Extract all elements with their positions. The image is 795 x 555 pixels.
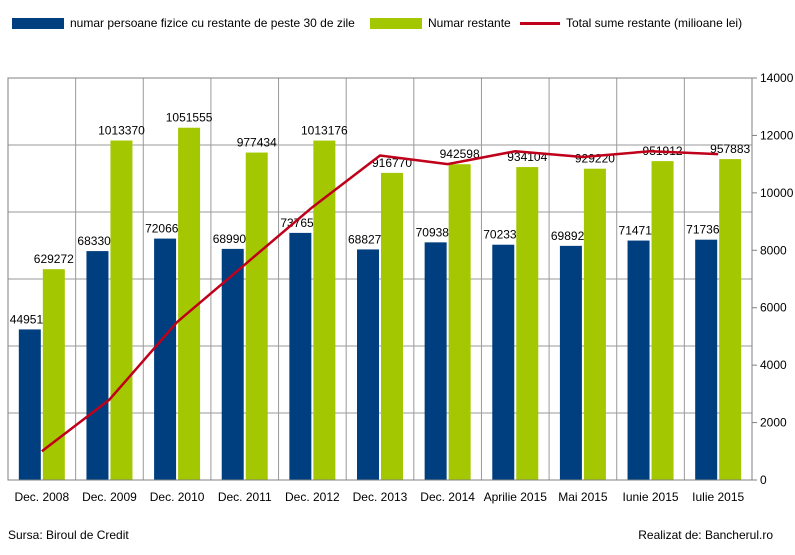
x-axis-label: Iunie 2015 <box>623 490 679 504</box>
data-label-restante: 1051555 <box>166 111 213 125</box>
legend-swatch-sume <box>520 21 560 25</box>
data-label-restante: 942598 <box>440 147 480 161</box>
x-axis-label: Aprilie 2015 <box>484 490 548 504</box>
bar-restante <box>110 140 133 480</box>
bar-restante <box>651 161 674 480</box>
right-axis-label: 14000 <box>760 71 794 85</box>
bar-restante <box>178 127 201 481</box>
bar-persoane <box>86 251 109 480</box>
legend-label-persoane: numar persoane fizice cu restante de pes… <box>70 16 355 30</box>
bar-persoane <box>627 240 650 480</box>
right-axis-label: 4000 <box>760 358 787 372</box>
bar-restante <box>381 172 403 480</box>
data-label-persoane: 689906 <box>213 232 253 246</box>
legend-swatch-persoane <box>12 17 64 29</box>
x-axis-label: Mai 2015 <box>558 490 608 504</box>
bar-persoane <box>357 249 379 480</box>
bar-restante <box>42 269 65 480</box>
line-sume <box>41 149 719 453</box>
author-note: Realizat de: Bancherul.ro <box>638 528 773 542</box>
data-label-persoane: 702339 <box>483 228 523 242</box>
chart-legend: numar persoane fizice cu restante de pes… <box>0 12 795 36</box>
bar-persoane <box>289 232 312 480</box>
data-label-restante: 957883 <box>710 142 750 156</box>
data-label-persoane: 698925 <box>551 229 591 243</box>
x-axis-label: Iulie 2015 <box>692 490 744 504</box>
data-label-persoane: 714716 <box>619 224 659 238</box>
bar-persoane <box>559 245 582 480</box>
x-axis-label: Dec. 2009 <box>82 490 137 504</box>
right-axis-label: 6000 <box>760 301 787 315</box>
right-axis-label: 2000 <box>760 416 787 430</box>
legend-item-sume: Total sume restante (milioane lei) <box>520 12 742 34</box>
bar-restante <box>516 167 539 480</box>
bar-persoane <box>154 238 177 480</box>
bar-restante <box>719 159 742 480</box>
x-axis-label: Dec. 2008 <box>14 490 69 504</box>
data-label-persoane: 688274 <box>348 232 388 246</box>
bar-restante <box>448 164 471 480</box>
bar-persoane <box>424 242 447 480</box>
bar-restante <box>245 152 268 480</box>
data-label-persoane: 449510 <box>10 312 50 326</box>
right-axis-label: 10000 <box>760 186 794 200</box>
legend-item-restante: Numar restante <box>370 12 511 34</box>
data-label-persoane: 717366 <box>686 223 726 237</box>
data-label-restante: 1013176 <box>301 124 348 138</box>
legend-label-sume: Total sume restante (milioane lei) <box>566 16 743 30</box>
bar-persoane <box>492 244 515 480</box>
data-label-persoane: 720661 <box>145 222 185 236</box>
bar-persoane <box>221 248 244 480</box>
x-axis-label: Dec. 2011 <box>218 490 272 504</box>
bar-persoane <box>18 329 41 480</box>
bar-restante <box>583 168 606 480</box>
bar-restante <box>313 140 336 480</box>
data-label-persoane: 683308 <box>77 234 117 248</box>
data-label-restante: 629272 <box>34 252 74 266</box>
data-label-restante: 1013370 <box>98 124 145 138</box>
right-axis-label: 0 <box>760 473 767 487</box>
legend-label-restante: Numar restante <box>428 16 511 30</box>
data-label-persoane: 709386 <box>416 225 456 239</box>
x-axis-label: Dec. 2014 <box>420 490 475 504</box>
bar-persoane <box>695 239 718 480</box>
right-axis-label: 8000 <box>760 243 787 257</box>
x-axis-label: Dec. 2012 <box>285 490 340 504</box>
legend-swatch-restante <box>370 17 422 29</box>
legend-item-persoane: numar persoane fizice cu restante de pes… <box>12 12 355 34</box>
plot-frame <box>7 77 753 481</box>
source-note: Sursa: Biroul de Credit <box>8 528 129 542</box>
x-axis-label: Dec. 2013 <box>353 490 408 504</box>
x-axis-label: Dec. 2010 <box>150 490 205 504</box>
data-label-restante: 977434 <box>237 136 277 150</box>
right-axis-label: 12000 <box>760 128 794 142</box>
